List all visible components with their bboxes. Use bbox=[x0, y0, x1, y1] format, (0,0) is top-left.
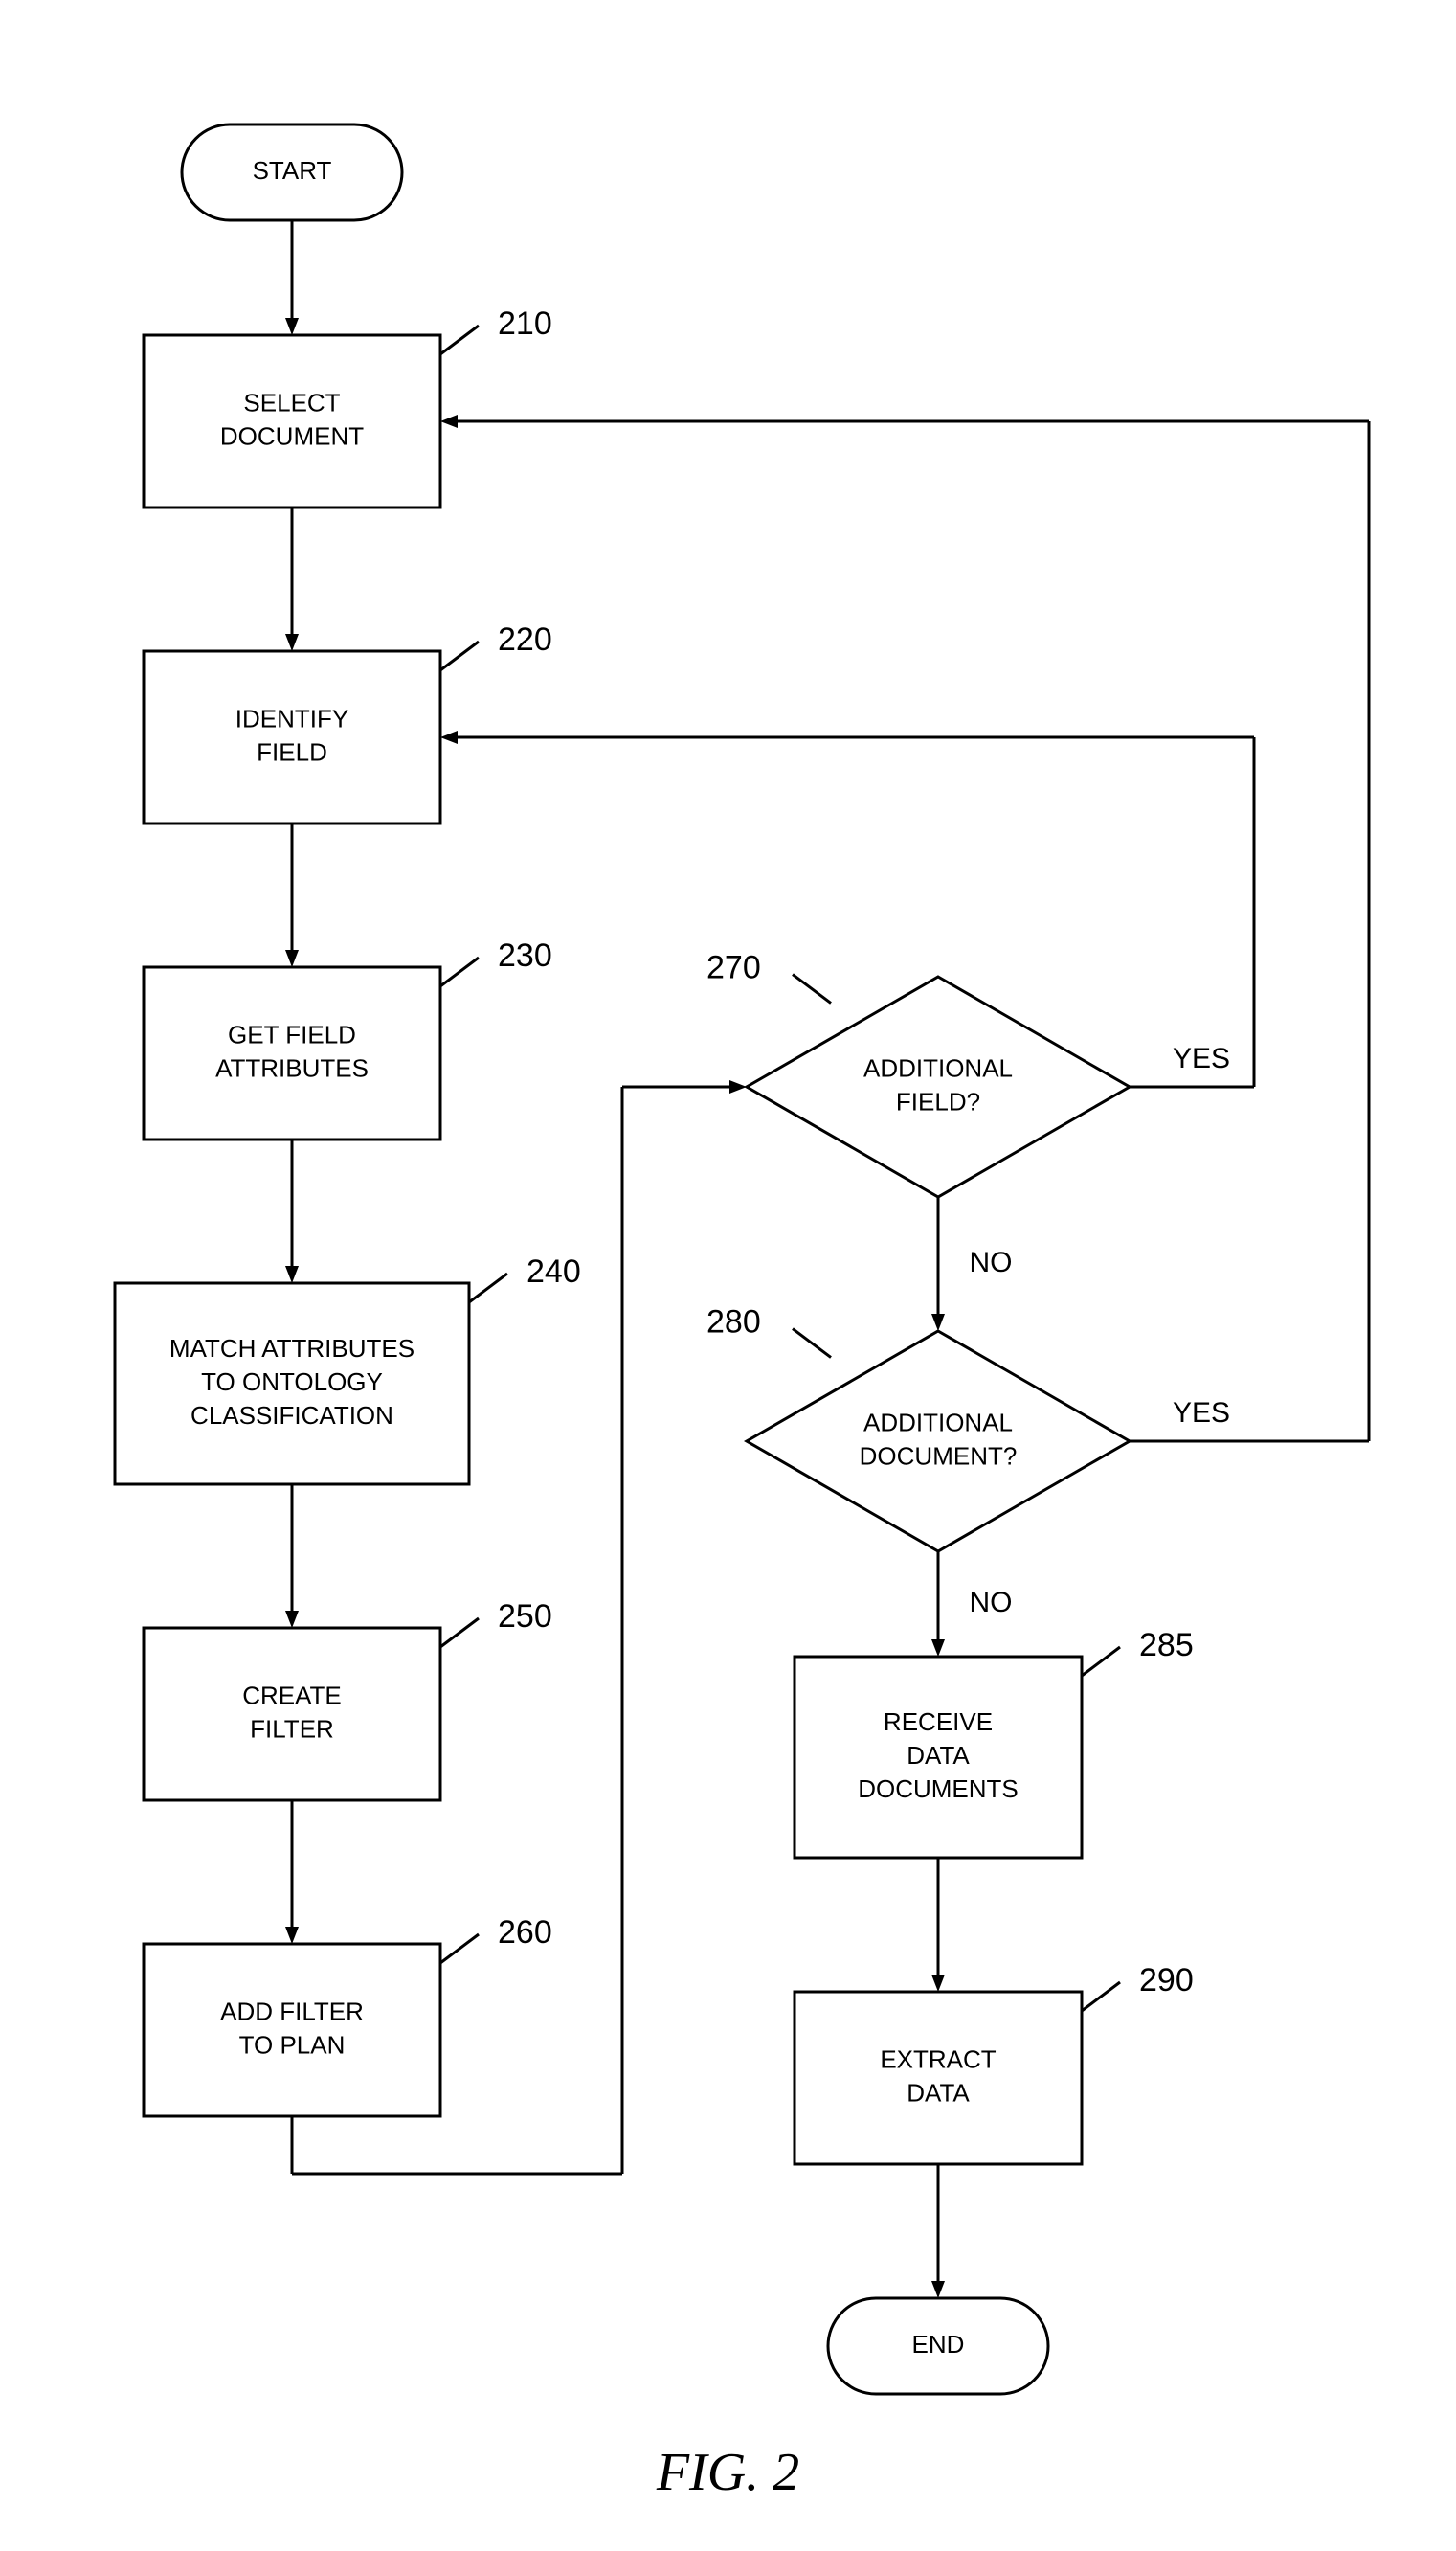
node-text-n280: ADDITIONAL bbox=[863, 1408, 1013, 1436]
flowchart-svg: NO NO YES YES START SELECT DOCUMENT 210 IDENTIFY… bbox=[0, 0, 1456, 2551]
ref-label-270: 270 bbox=[706, 950, 761, 986]
flowchart-container: NO NO YES YES START SELECT DOCUMENT 210 IDENTIFY… bbox=[0, 0, 1456, 2551]
ref-label-220: 220 bbox=[498, 621, 552, 658]
ref-label-290: 290 bbox=[1139, 1962, 1194, 1998]
node-text-n250: CREATE bbox=[242, 1681, 342, 1709]
node-text-n290: DATA bbox=[907, 2078, 970, 2107]
branch-label: YES bbox=[1173, 1043, 1230, 1074]
node-text-n270: FIELD? bbox=[896, 1087, 980, 1116]
node-text-n210: DOCUMENT bbox=[220, 421, 364, 450]
node-text-n240: TO ONTOLOGY bbox=[201, 1367, 383, 1396]
node-text-start: START bbox=[253, 156, 332, 185]
node-text-n285: DOCUMENTS bbox=[858, 1774, 1019, 1803]
node-text-n290: EXTRACT bbox=[880, 2044, 996, 2073]
node-text-n210: SELECT bbox=[243, 388, 340, 417]
node-text-n285: RECEIVE bbox=[884, 1707, 993, 1736]
ref-label-250: 250 bbox=[498, 1598, 552, 1635]
ref-label-210: 210 bbox=[498, 305, 552, 342]
node-text-n240: MATCH ATTRIBUTES bbox=[169, 1334, 414, 1363]
node-text-n260: ADD FILTER bbox=[220, 1997, 364, 2025]
branch-label: NO bbox=[970, 1587, 1013, 1618]
node-text-n230: GET FIELD bbox=[228, 1020, 356, 1049]
node-text-end: END bbox=[912, 2330, 965, 2359]
node-text-n270: ADDITIONAL bbox=[863, 1053, 1013, 1082]
ref-label-260: 260 bbox=[498, 1914, 552, 1951]
node-text-n250: FILTER bbox=[250, 1714, 334, 1743]
ref-label-230: 230 bbox=[498, 937, 552, 974]
node-text-n285: DATA bbox=[907, 1741, 970, 1770]
figure-label: FIG. 2 bbox=[656, 2443, 799, 2502]
ref-label-240: 240 bbox=[526, 1253, 581, 1290]
branch-label: YES bbox=[1173, 1397, 1230, 1429]
node-text-n280: DOCUMENT? bbox=[860, 1441, 1018, 1470]
ref-label-285: 285 bbox=[1139, 1627, 1194, 1663]
node-text-n240: CLASSIFICATION bbox=[190, 1401, 393, 1430]
node-text-n260: TO PLAN bbox=[239, 2030, 346, 2059]
node-text-n220: IDENTIFY bbox=[235, 704, 348, 733]
node-text-n230: ATTRIBUTES bbox=[215, 1053, 369, 1082]
branch-label: NO bbox=[970, 1247, 1013, 1278]
node-text-n220: FIELD bbox=[257, 737, 327, 766]
ref-label-280: 280 bbox=[706, 1304, 761, 1341]
